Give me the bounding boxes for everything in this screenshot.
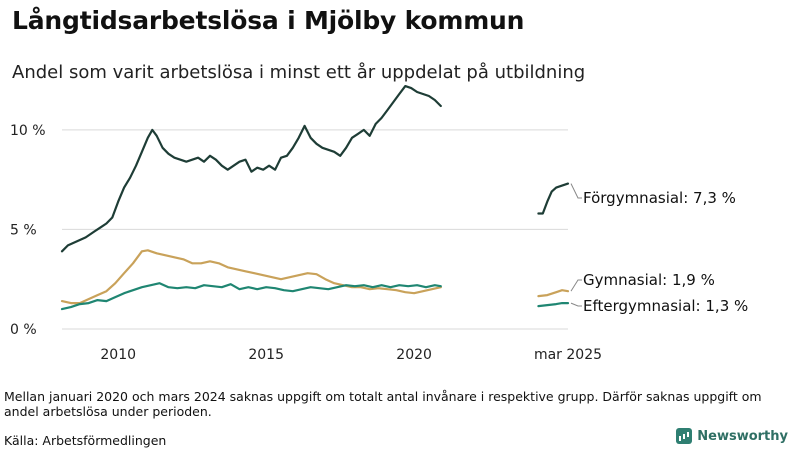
x-tick-label: mar 2025 xyxy=(534,347,602,363)
chart-source: Källa: Arbetsförmedlingen xyxy=(4,433,167,448)
chart-title: Långtidsarbetslösa i Mjölby kommun xyxy=(12,6,525,35)
end-label-leader xyxy=(570,183,582,199)
series-line-eftergymnasial xyxy=(537,302,570,308)
series-line-förgymnasial xyxy=(537,182,570,215)
y-tick-label: 10 % xyxy=(10,123,46,139)
series-line-förgymnasial xyxy=(60,85,442,253)
bar-chart-icon xyxy=(676,428,693,444)
newsworthy-logo: Newsworthy xyxy=(676,428,788,444)
series-line-eftergymnasial xyxy=(60,282,442,311)
y-tick-label: 5 % xyxy=(10,222,37,238)
chart-subtitle: Andel som varit arbetslösa i minst ett å… xyxy=(12,62,586,83)
end-label-leader xyxy=(570,302,582,307)
logo-text: Newsworthy xyxy=(697,428,788,444)
end-label-förgymnasial: Förgymnasial: 7,3 % xyxy=(583,189,736,207)
y-tick-label: 0 % xyxy=(10,322,37,338)
end-label-leader xyxy=(570,279,582,292)
series-line-gymnasial xyxy=(60,249,442,305)
x-tick-label: 2015 xyxy=(248,347,284,363)
series-line-gymnasial xyxy=(537,289,570,298)
x-tick-label: 2010 xyxy=(100,347,136,363)
line-chart: 0 % 5 % 10 % 2010 2015 2020 mar 2025 Förgymnasi… xyxy=(10,85,748,363)
end-label-gymnasial: Gymnasial: 1,9 % xyxy=(583,271,715,289)
chart-note: Mellan januari 2020 och mars 2024 saknas… xyxy=(4,389,762,419)
end-label-eftergymnasial: Eftergymnasial: 1,3 % xyxy=(583,297,748,315)
x-tick-label: 2020 xyxy=(396,347,432,363)
